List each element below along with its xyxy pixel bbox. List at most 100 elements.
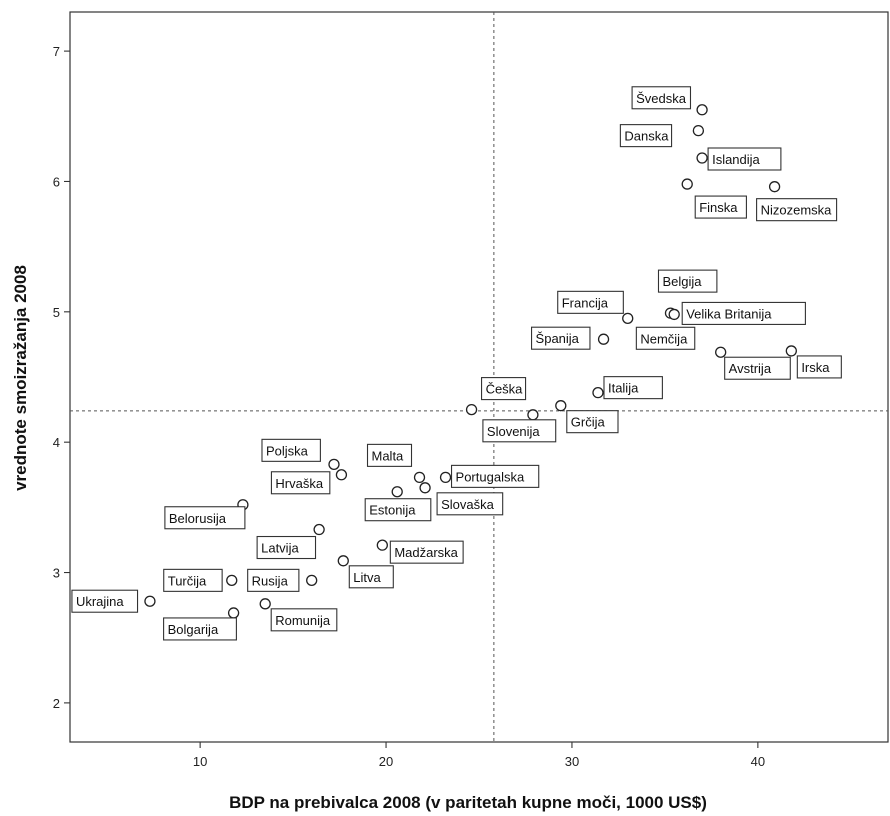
point-label-text: Rusija	[252, 573, 289, 588]
data-point	[622, 312, 634, 324]
point-label-text: Slovaška	[441, 497, 495, 512]
point-label-text: Hrvaška	[275, 476, 323, 491]
data-point	[419, 482, 431, 494]
point-label-box	[724, 356, 791, 380]
point-label-text: Italija	[608, 381, 639, 396]
point-label-text: Avstrija	[729, 361, 772, 376]
point-label-box	[796, 355, 842, 379]
point-label-text: Češka	[486, 382, 524, 397]
point-label: Irska	[796, 355, 842, 379]
point-label-box	[756, 198, 838, 222]
point-label-box	[270, 608, 338, 632]
y-tick-label: 2	[53, 696, 60, 711]
point-label-text: Grčija	[571, 415, 606, 430]
data-point	[144, 595, 156, 607]
point-label-box	[164, 506, 246, 530]
point-label: Nemčija	[635, 326, 696, 350]
point-label: Španija	[531, 326, 591, 350]
point-label-box	[270, 471, 331, 495]
point-label-box	[619, 124, 673, 148]
point-label: Romunija	[270, 608, 338, 632]
y-tick-label: 6	[53, 174, 60, 189]
point-label: Nizozemska	[756, 198, 838, 222]
data-points	[144, 104, 797, 619]
data-point	[785, 345, 797, 357]
point-label-box	[566, 410, 619, 434]
point-label-text: Malta	[372, 448, 405, 463]
data-point	[376, 539, 388, 551]
point-label-box	[657, 269, 718, 293]
point-label: Avstrija	[724, 356, 791, 380]
point-label-text: Velika Britanija	[686, 306, 772, 321]
point-label: Velika Britanija	[681, 301, 806, 325]
point-label: Islandija	[707, 147, 782, 171]
axis-ticks: 10 20 30 40 2 3 4 5 6 7	[53, 44, 765, 769]
point-label-box	[163, 568, 223, 592]
x-tick-label: 20	[379, 754, 393, 769]
point-label-text: Portugalska	[456, 469, 525, 484]
x-tick-label: 10	[193, 754, 207, 769]
plot-frame	[69, 11, 889, 743]
point-label-box	[163, 617, 237, 641]
point-label: Estonija	[364, 498, 432, 522]
point-label: Hrvaška	[270, 471, 331, 495]
point-label: Bolgarija	[163, 617, 237, 641]
point-label-box	[348, 565, 394, 589]
data-point	[227, 607, 240, 619]
data-point	[391, 486, 403, 498]
point-label: Danska	[619, 124, 673, 148]
point-label: Turčija	[163, 568, 223, 592]
point-label-text: Poljska	[266, 443, 309, 458]
point-label-box	[531, 326, 591, 350]
point-label-text: Romunija	[275, 613, 331, 628]
point-label-box	[366, 443, 413, 467]
point-label: Italija	[603, 376, 663, 400]
point-label-text: Francija	[562, 295, 609, 310]
data-point	[597, 333, 610, 345]
y-axis-title: vrednote smoizražanja 2008	[11, 265, 30, 491]
point-label-box	[364, 498, 432, 522]
point-label-text: Estonija	[369, 503, 416, 518]
data-point	[715, 346, 727, 358]
point-label: Švedska	[631, 86, 692, 110]
point-label-box	[450, 464, 540, 488]
plot-area	[69, 11, 889, 743]
point-label-text: Ukrajina	[76, 594, 124, 609]
point-label-box	[681, 301, 806, 325]
point-label-text: Belorusija	[169, 511, 227, 526]
data-point	[306, 574, 318, 587]
point-label-text: Turčija	[168, 573, 207, 588]
data-point	[259, 598, 271, 610]
point-label: Belgija	[657, 269, 718, 293]
data-point	[226, 574, 238, 587]
data-point	[696, 104, 708, 116]
point-label-box	[256, 535, 317, 560]
data-point	[527, 409, 539, 421]
point-label-box	[481, 377, 527, 401]
point-label-box	[436, 492, 504, 516]
x-axis-title: BDP na prebivalca 2008 (v paritetah kupn…	[229, 793, 707, 812]
data-point	[681, 178, 693, 190]
y-tick-label: 4	[53, 435, 60, 450]
point-label: Poljska	[261, 438, 321, 462]
point-label: Madžarska	[389, 540, 464, 564]
point-label: Belorusija	[164, 506, 246, 530]
point-label-box	[557, 290, 624, 314]
point-label-text: Madžarska	[394, 545, 458, 560]
point-labels: Švedska Danska Islandija Finska Nizozemska Be…	[71, 86, 842, 641]
point-label-box	[482, 419, 557, 443]
point-label: Litva	[348, 565, 394, 589]
point-label-box	[631, 86, 692, 110]
point-label-text: Slovenija	[487, 424, 541, 439]
point-label: Grčija	[566, 410, 619, 434]
data-point	[413, 471, 426, 484]
data-point	[696, 152, 708, 164]
point-label: Slovenija	[482, 419, 557, 443]
y-tick-label: 5	[53, 305, 60, 320]
data-point	[335, 469, 348, 481]
data-point	[439, 471, 452, 484]
data-point	[555, 400, 567, 412]
point-label-box	[71, 589, 139, 613]
y-tick-label: 7	[53, 44, 60, 59]
